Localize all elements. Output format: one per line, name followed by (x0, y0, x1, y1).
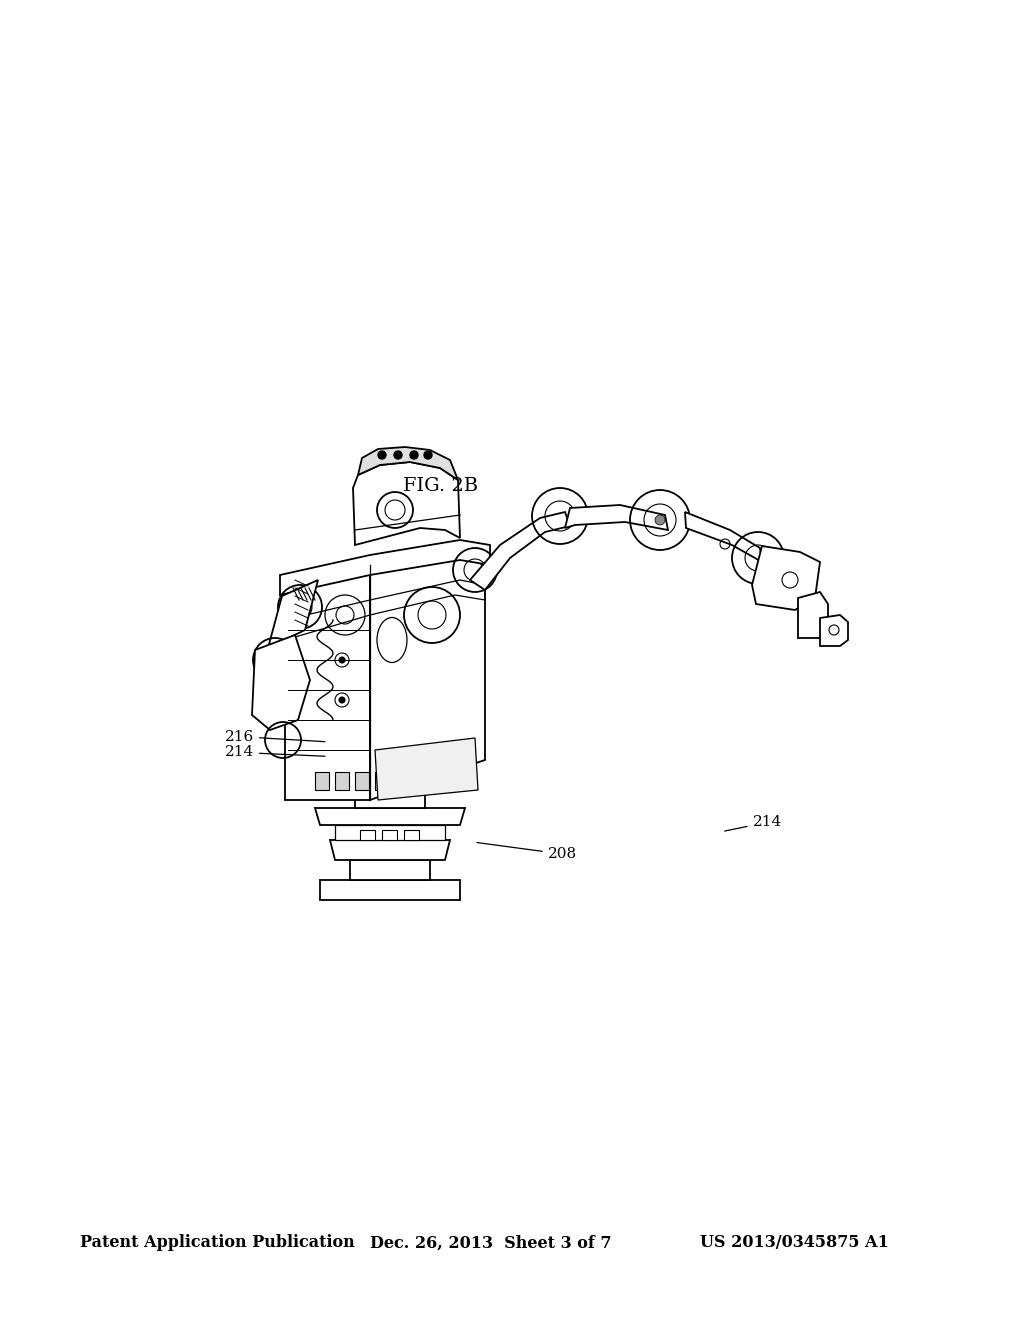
Bar (360, 830, 375, 840)
Circle shape (410, 451, 418, 459)
Polygon shape (335, 825, 445, 840)
Text: 216: 216 (224, 730, 325, 743)
Polygon shape (280, 540, 490, 595)
Bar (335, 772, 349, 789)
Polygon shape (252, 635, 310, 730)
Polygon shape (350, 861, 430, 880)
Polygon shape (285, 565, 370, 800)
Circle shape (655, 515, 665, 525)
Bar (375, 772, 389, 789)
Polygon shape (798, 591, 828, 638)
Polygon shape (330, 840, 450, 861)
Polygon shape (685, 512, 762, 562)
Circle shape (339, 697, 345, 704)
Polygon shape (820, 615, 848, 645)
Bar (404, 830, 419, 840)
Text: Dec. 26, 2013  Sheet 3 of 7: Dec. 26, 2013 Sheet 3 of 7 (370, 1234, 611, 1251)
Polygon shape (375, 738, 478, 800)
Bar (382, 830, 397, 840)
Circle shape (378, 451, 386, 459)
Polygon shape (353, 462, 460, 545)
Text: US 2013/0345875 A1: US 2013/0345875 A1 (700, 1234, 889, 1251)
Text: 214: 214 (224, 746, 325, 759)
Polygon shape (315, 808, 465, 825)
Polygon shape (752, 546, 820, 610)
Circle shape (339, 657, 345, 663)
Text: 214: 214 (725, 816, 782, 832)
Polygon shape (565, 506, 668, 531)
Circle shape (424, 451, 432, 459)
Text: FIG. 2B: FIG. 2B (402, 477, 478, 495)
Polygon shape (470, 512, 570, 590)
Polygon shape (358, 447, 458, 480)
Text: Patent Application Publication: Patent Application Publication (80, 1234, 354, 1251)
Polygon shape (355, 789, 425, 808)
Bar (355, 772, 369, 789)
Polygon shape (268, 579, 318, 648)
Polygon shape (319, 880, 460, 900)
Polygon shape (370, 548, 485, 800)
Text: 208: 208 (477, 842, 577, 861)
Bar (315, 772, 329, 789)
Circle shape (394, 451, 402, 459)
